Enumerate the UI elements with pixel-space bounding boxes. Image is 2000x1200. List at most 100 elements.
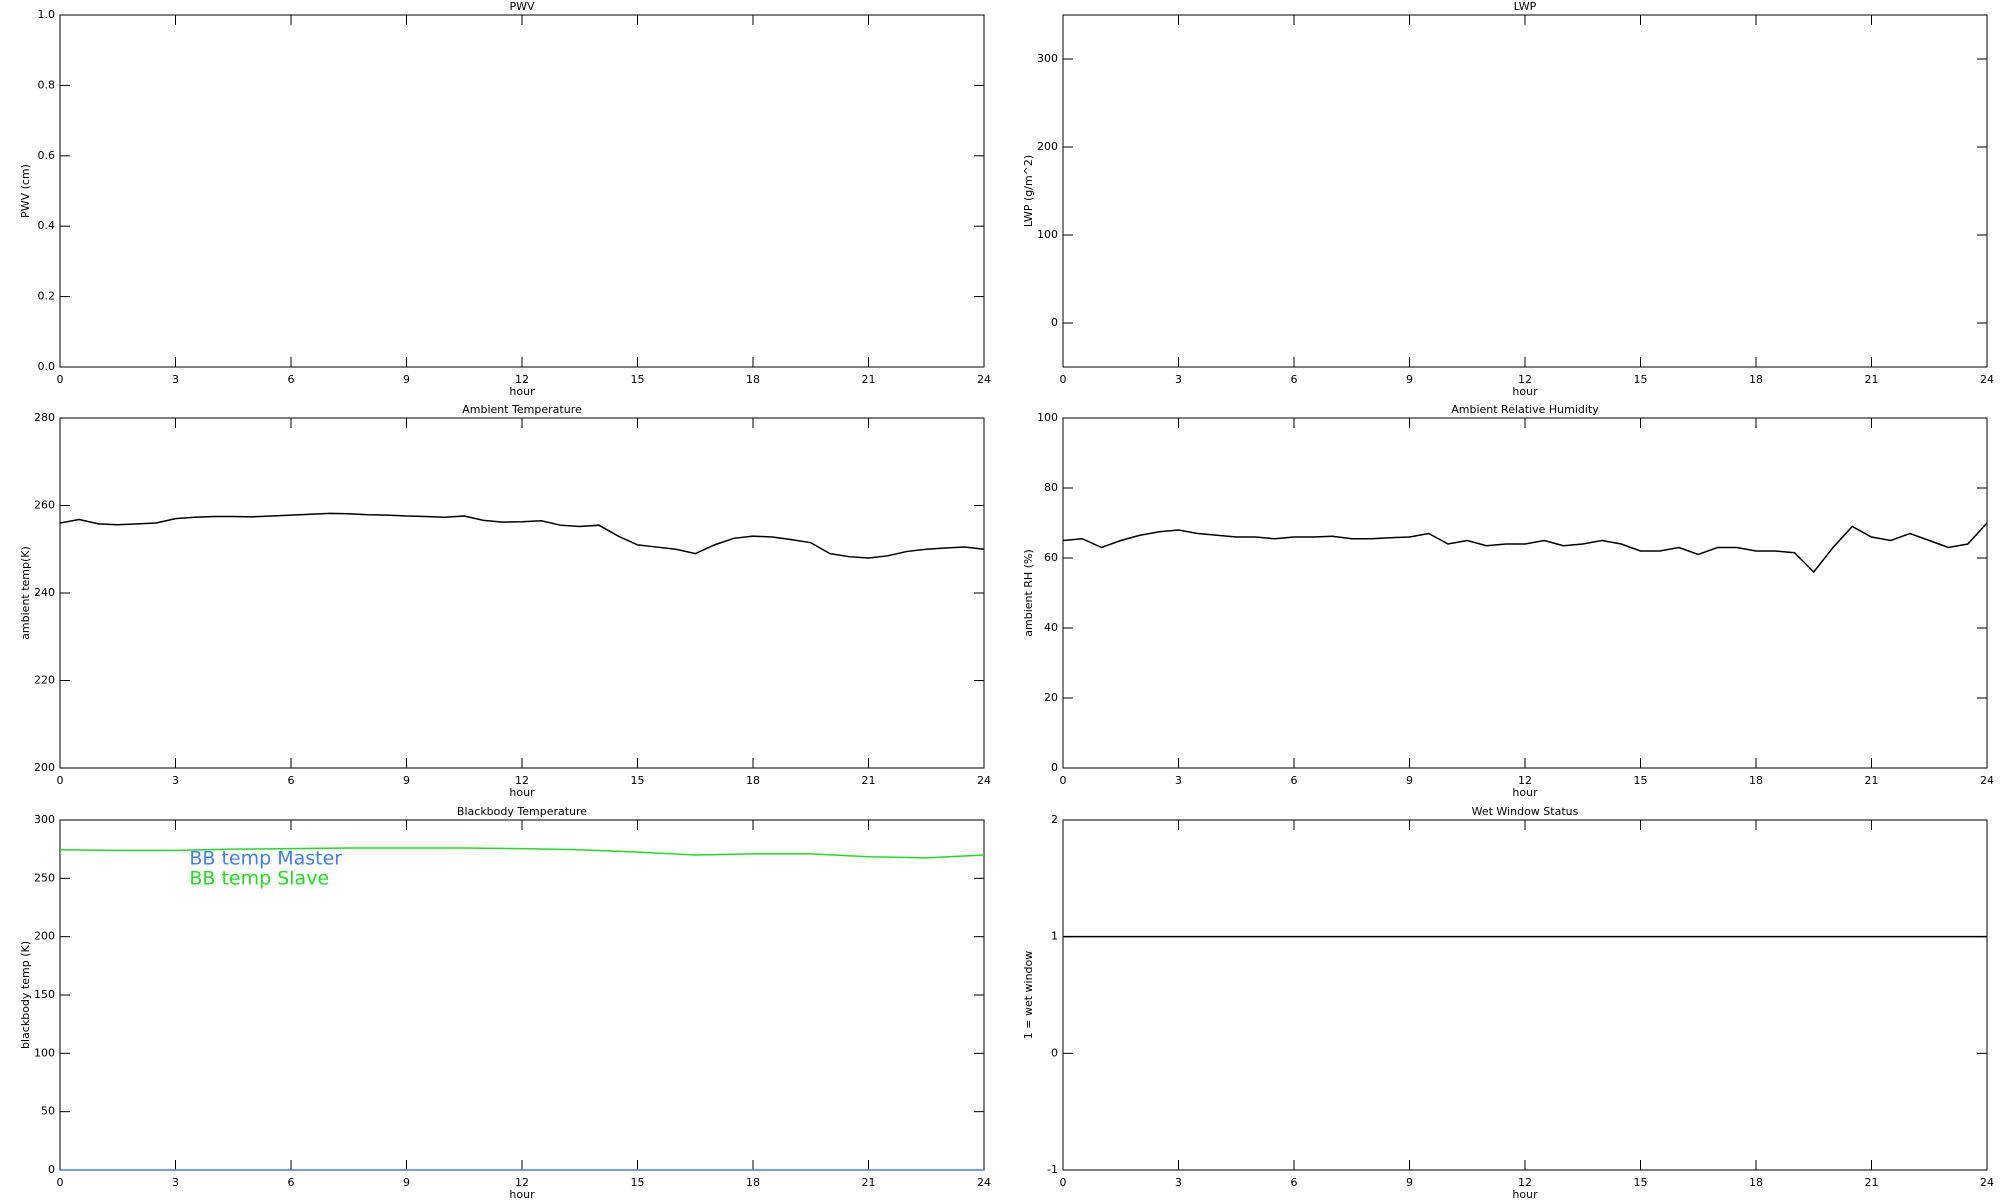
x-tick-label: 21 [1865, 774, 1879, 787]
x-axis-label: hour [509, 385, 535, 398]
x-tick-label: 3 [172, 774, 179, 787]
x-tick-label: 3 [172, 1176, 179, 1189]
x-axis-label: hour [1512, 786, 1538, 799]
x-tick-label: 0 [1060, 774, 1067, 787]
y-tick-label: 280 [34, 411, 55, 424]
y-tick-label: 100 [1037, 411, 1058, 424]
panel-title: Blackbody Temperature [457, 805, 587, 818]
y-tick-label: 0.6 [38, 149, 56, 162]
x-tick-label: 12 [1518, 1176, 1532, 1189]
y-tick-label: 250 [34, 871, 55, 884]
x-tick-label: 3 [172, 373, 179, 386]
panel-title: Wet Window Status [1472, 805, 1579, 818]
x-tick-label: 21 [1865, 1176, 1879, 1189]
x-tick-label: 18 [1749, 1176, 1763, 1189]
x-tick-label: 15 [1634, 774, 1648, 787]
legend-entry: BB temp Master [189, 848, 342, 870]
y-tick-label: 260 [34, 499, 55, 512]
plot-frame [1062, 417, 1988, 769]
panel-title: Ambient Relative Humidity [1451, 403, 1599, 416]
plot-frame [1062, 819, 1988, 1171]
y-tick-label: 300 [34, 813, 55, 826]
x-tick-label: 21 [862, 774, 876, 787]
data-line [59, 847, 985, 859]
y-tick-label: 200 [34, 930, 55, 943]
x-tick-label: 24 [977, 373, 991, 386]
x-tick-label: 0 [57, 373, 64, 386]
x-tick-label: 9 [1406, 373, 1413, 386]
x-tick-label: 12 [515, 373, 529, 386]
x-tick-label: 9 [403, 774, 410, 787]
data-line [59, 512, 985, 559]
panel-title: LWP [1514, 0, 1537, 13]
x-tick-label: 12 [1518, 373, 1532, 386]
x-tick-label: 18 [1749, 373, 1763, 386]
y-tick-label: 300 [1037, 52, 1058, 65]
x-tick-label: 12 [515, 774, 529, 787]
y-tick-label: 100 [1037, 228, 1058, 241]
x-tick-label: 15 [631, 373, 645, 386]
y-axis-label: ambient RH (%) [1022, 549, 1035, 637]
plot-frame [1062, 14, 1988, 368]
y-tick-label: 150 [34, 988, 55, 1001]
x-tick-label: 3 [1175, 1176, 1182, 1189]
y-tick-label: 0 [1051, 316, 1058, 329]
x-tick-label: 6 [288, 1176, 295, 1189]
x-tick-label: 18 [1749, 774, 1763, 787]
x-tick-label: 24 [1980, 373, 1994, 386]
x-tick-label: 9 [403, 1176, 410, 1189]
x-axis-label: hour [1512, 385, 1538, 398]
data-line [1062, 522, 1988, 574]
x-tick-label: 21 [1865, 373, 1879, 386]
y-tick-label: 220 [34, 674, 55, 687]
x-tick-label: 6 [288, 774, 295, 787]
y-tick-label: 1 [1051, 930, 1058, 943]
y-tick-label: 0 [48, 1163, 55, 1176]
y-tick-label: 50 [41, 1105, 55, 1118]
x-axis-label: hour [509, 1188, 535, 1200]
x-tick-label: 0 [57, 1176, 64, 1189]
y-tick-label: 0.8 [38, 78, 56, 91]
y-axis-label: ambient temp(K) [19, 546, 32, 640]
y-tick-label: 40 [1044, 621, 1058, 634]
x-tick-label: 0 [1060, 1176, 1067, 1189]
y-tick-label: -1 [1047, 1163, 1058, 1176]
x-tick-label: 6 [1291, 774, 1298, 787]
y-axis-label: 1 = wet window [1022, 951, 1035, 1040]
x-tick-label: 24 [977, 774, 991, 787]
x-tick-label: 21 [862, 373, 876, 386]
x-tick-label: 15 [1634, 1176, 1648, 1189]
x-tick-label: 9 [1406, 774, 1413, 787]
y-tick-label: 1.0 [38, 8, 56, 21]
panel-title: Ambient Temperature [462, 403, 582, 416]
x-tick-label: 18 [746, 1176, 760, 1189]
x-tick-label: 3 [1175, 373, 1182, 386]
x-tick-label: 15 [1634, 373, 1648, 386]
y-tick-label: 100 [34, 1046, 55, 1059]
legend-entry: BB temp Slave [189, 868, 329, 890]
x-tick-label: 24 [1980, 774, 1994, 787]
x-tick-label: 18 [746, 774, 760, 787]
x-tick-label: 24 [1980, 1176, 1994, 1189]
y-tick-label: 0.4 [38, 219, 56, 232]
y-tick-label: 60 [1044, 551, 1058, 564]
y-axis-label: blackbody temp (K) [19, 941, 32, 1049]
x-tick-label: 6 [288, 373, 295, 386]
x-tick-label: 12 [515, 1176, 529, 1189]
y-axis-label: LWP (g/m^2) [1022, 155, 1035, 227]
x-tick-label: 15 [631, 1176, 645, 1189]
y-tick-label: 0.0 [38, 360, 56, 373]
x-tick-label: 9 [403, 373, 410, 386]
x-tick-label: 9 [1406, 1176, 1413, 1189]
x-tick-label: 6 [1291, 1176, 1298, 1189]
x-tick-label: 24 [977, 1176, 991, 1189]
y-tick-label: 200 [1037, 140, 1058, 153]
x-tick-label: 0 [57, 774, 64, 787]
x-tick-label: 0 [1060, 373, 1067, 386]
x-tick-label: 12 [1518, 774, 1532, 787]
x-tick-label: 3 [1175, 774, 1182, 787]
y-tick-label: 80 [1044, 481, 1058, 494]
y-tick-label: 240 [34, 586, 55, 599]
y-tick-label: 0.2 [38, 290, 56, 303]
